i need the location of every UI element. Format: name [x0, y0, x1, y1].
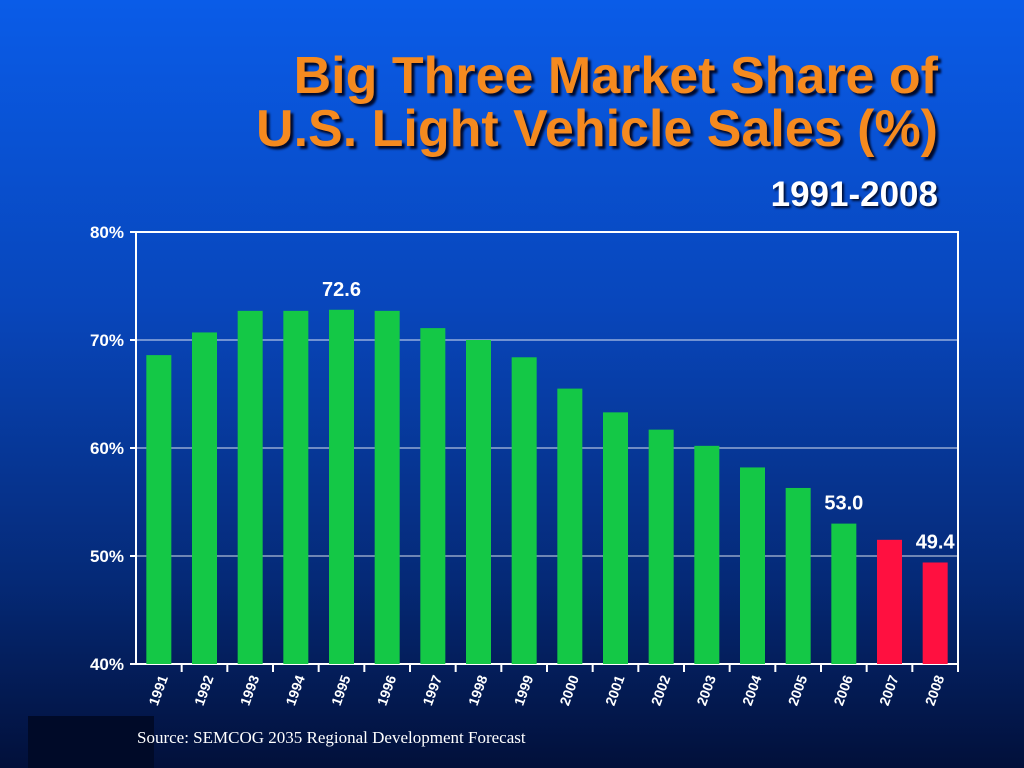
chart-title-line-2: U.S. Light Vehicle Sales (%) — [256, 100, 938, 158]
bar-1994 — [283, 310, 309, 664]
x-tick-label-2007: 2007 — [876, 673, 902, 708]
x-tick-label-2000: 2000 — [556, 673, 582, 708]
bar-1995 — [329, 309, 354, 664]
bar-2005 — [785, 487, 811, 664]
x-tick-label-1997: 1997 — [419, 673, 445, 708]
data-label-2008: 49.4 — [916, 531, 956, 553]
bar-2004 — [740, 467, 765, 664]
source-note: Source: SEMCOG 2035 Regional Development… — [137, 728, 526, 747]
bar-2006 — [831, 523, 857, 664]
x-tick-label-2002: 2002 — [648, 673, 674, 708]
bar-2000 — [557, 388, 583, 664]
chart-subtitle: 1991-2008 — [770, 175, 938, 214]
y-tick-label: 50% — [90, 547, 124, 566]
chart-title: Big Three Market Share of U.S. Light Veh… — [256, 50, 938, 156]
x-tick-label-1992: 1992 — [191, 673, 217, 708]
x-tick-label-2001: 2001 — [602, 673, 628, 708]
bar-1997 — [420, 328, 446, 664]
y-tick-label: 80% — [90, 223, 124, 242]
x-tick-label-1993: 1993 — [237, 673, 263, 708]
bar-2002 — [648, 429, 674, 664]
x-tick-label-2006: 2006 — [830, 673, 856, 708]
bar-1993 — [237, 310, 263, 664]
bar-1992 — [192, 332, 217, 664]
bar-2001 — [603, 412, 628, 664]
bar-1996 — [374, 310, 400, 664]
x-tick-label-1998: 1998 — [465, 673, 491, 708]
x-tick-label-1996: 1996 — [374, 673, 400, 708]
y-tick-label: 40% — [90, 655, 124, 674]
data-label-2006: 53.0 — [824, 493, 863, 515]
x-tick-label-2008: 2008 — [922, 673, 948, 708]
y-tick-label: 70% — [90, 331, 124, 350]
y-tick-label: 60% — [90, 439, 124, 458]
x-tick-label-1995: 1995 — [328, 673, 354, 708]
x-tick-label-1999: 1999 — [511, 673, 537, 708]
x-tick-label-1994: 1994 — [282, 673, 308, 708]
bar-2007 — [877, 539, 902, 664]
bar-1999 — [511, 357, 537, 664]
bar-1998 — [466, 340, 491, 664]
x-tick-label-1991: 1991 — [145, 673, 171, 708]
bar-2003 — [694, 445, 720, 664]
corner-dark-box — [28, 716, 154, 768]
chart-title-line-1: Big Three Market Share of — [293, 47, 938, 105]
x-tick-label-2004: 2004 — [739, 673, 765, 708]
bar-1991 — [146, 355, 172, 664]
bar-2008 — [922, 562, 948, 664]
data-label-1995: 72.6 — [322, 279, 361, 301]
x-tick-label-2003: 2003 — [693, 673, 719, 708]
x-tick-label-2005: 2005 — [785, 673, 811, 708]
